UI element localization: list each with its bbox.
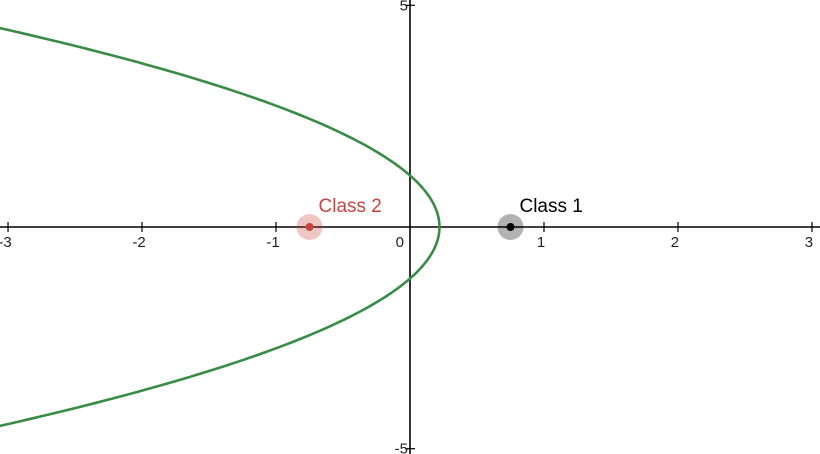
class-1-label: Class 1 (519, 196, 582, 217)
origin-label: 0 (396, 234, 404, 251)
x-tick-label: 2 (671, 234, 679, 251)
y-tick-label: 5 (400, 0, 408, 14)
class-1-point (506, 223, 515, 231)
boundary-curve (0, 26, 441, 428)
class-2-label: Class 2 (319, 196, 382, 217)
x-tick-label: -3 (0, 234, 12, 251)
x-tick-label: 1 (537, 234, 545, 251)
x-tick-label: -2 (132, 234, 145, 251)
y-tick-label: -5 (395, 441, 408, 454)
x-tick-label: -1 (266, 234, 279, 251)
curve-layer (0, 26, 441, 428)
class-2-point (305, 223, 314, 231)
points-layer: Class 2 Class 1 (296, 196, 583, 240)
x-tick-label: 3 (805, 234, 813, 251)
